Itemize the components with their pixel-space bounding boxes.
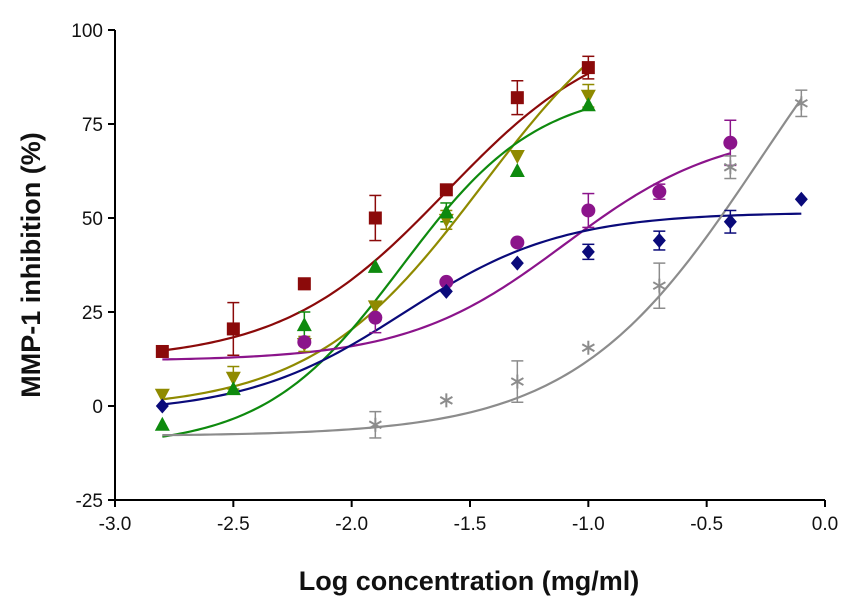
x-tick-label: -1.0 — [572, 514, 605, 535]
series-2-point — [154, 416, 170, 431]
series-2-point — [225, 381, 241, 396]
y-tick-label: 75 — [82, 115, 103, 136]
series-2-point — [438, 204, 454, 219]
series-4-fit-curve — [162, 212, 802, 406]
y-tick-label: 25 — [82, 303, 103, 324]
series-5-point — [723, 160, 737, 175]
series-4-point — [652, 233, 666, 249]
series-5-point — [439, 393, 453, 408]
series-4-point — [794, 191, 808, 207]
series-0-point — [297, 277, 311, 291]
x-axis-title: Log concentration (mg/ml) — [299, 566, 640, 596]
series-3-point — [510, 235, 525, 250]
y-axis-title: MMP-1 inhibition (%) — [16, 132, 46, 397]
x-tick-label: 0.0 — [812, 514, 838, 535]
series-3-point — [368, 310, 383, 325]
series-1-point — [225, 371, 241, 386]
series-5-point — [510, 374, 524, 389]
x-tick-label: -0.5 — [690, 514, 723, 535]
series-0-point — [581, 61, 595, 75]
series-1-point — [509, 149, 525, 164]
x-tick-label: -1.5 — [454, 514, 487, 535]
series-0-point — [368, 211, 382, 225]
fit-curves — [162, 61, 803, 438]
y-tick-label: 50 — [82, 209, 103, 230]
series-0-point — [226, 322, 240, 336]
data-markers — [154, 61, 808, 432]
series-3-point — [297, 335, 312, 350]
series-1-point — [154, 388, 170, 403]
series-3-fit-curve — [162, 152, 731, 361]
series-0-point — [155, 344, 169, 358]
series-3-point — [723, 135, 738, 150]
series-4-point — [723, 214, 737, 230]
series-0-point — [439, 183, 453, 197]
series-2-point — [367, 258, 383, 273]
series-5-fit-curve — [162, 98, 803, 437]
series-4-point — [510, 255, 524, 271]
axes: -3.0 -2.5 -2.0 -1.5 -1.0 -0.5 0.0 -25 0 25 50 75 100 — [71, 21, 838, 535]
y-tick-label: -25 — [76, 491, 103, 512]
series-3-point — [581, 203, 596, 218]
series-2-point — [509, 163, 525, 177]
series-5-point — [581, 340, 595, 355]
y-tick-label: 100 — [71, 21, 103, 42]
x-tick-label: -3.0 — [99, 514, 132, 535]
series-5-point — [794, 96, 808, 111]
y-tick-label: 0 — [92, 397, 103, 418]
series-1-point — [367, 300, 383, 315]
series-4-point — [155, 398, 169, 414]
series-1-point — [580, 89, 596, 104]
series-0-point — [510, 91, 524, 105]
series-4-point — [581, 244, 595, 260]
x-tick-label: -2.0 — [335, 514, 368, 535]
series-3-point — [439, 274, 454, 289]
x-tick-label: -2.5 — [217, 514, 250, 535]
series-3-point — [652, 184, 667, 199]
series-2-point — [296, 317, 312, 332]
series-5-point — [652, 278, 666, 293]
series-5-point — [368, 417, 382, 432]
series-2-point — [580, 97, 596, 112]
series-4-point — [439, 283, 453, 299]
